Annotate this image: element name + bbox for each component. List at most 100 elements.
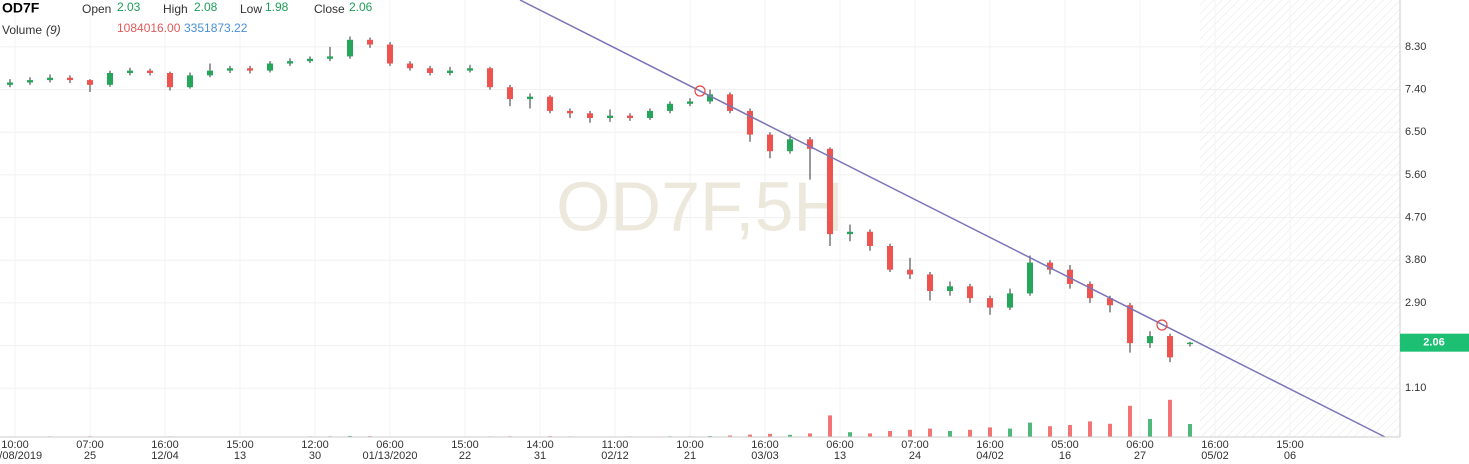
x-tick-label: 15:00 [1276, 439, 1304, 451]
candle-body [607, 115, 613, 119]
candle-body [167, 72, 173, 88]
candle-body [27, 80, 33, 83]
candle-body [787, 139, 793, 152]
candle-body [347, 39, 353, 57]
trend-line[interactable] [519, 0, 1386, 438]
volume-bar [1028, 422, 1032, 437]
volume-bar [1088, 421, 1092, 437]
x-tick-label: 16:00 [151, 439, 179, 451]
candle-body [947, 286, 953, 292]
candle-body [407, 63, 413, 69]
candle-body [1187, 342, 1193, 345]
x-tick-label: 15:00 [451, 439, 479, 451]
candle-body [547, 96, 553, 111]
candle-body [107, 72, 113, 85]
x-tick-date: 11/08/2019 [0, 450, 42, 462]
x-tick-date: 13 [834, 450, 846, 462]
close-label: Close [314, 2, 345, 16]
volume-bar [348, 435, 352, 437]
volume-bar [1188, 423, 1192, 437]
x-tick-label: 07:00 [901, 439, 929, 451]
candle-body [507, 87, 513, 100]
price-box [1400, 333, 1469, 352]
candle-body [907, 269, 913, 275]
x-tick-label: 06:00 [1126, 439, 1154, 451]
candle-body [1167, 336, 1173, 358]
candle-body [467, 68, 473, 71]
volume-bar [788, 434, 792, 437]
y-tick-label: 1.10 [1405, 382, 1426, 394]
volume-bar [1128, 405, 1132, 437]
candle-body [767, 134, 773, 152]
low-value: 1.98 [265, 0, 289, 14]
x-tick-date: 24 [909, 450, 921, 462]
candle-body [367, 39, 373, 45]
volume-bar [1108, 423, 1112, 437]
volume-period: (9) [46, 23, 61, 37]
volume-bar [848, 432, 852, 437]
x-tick-label: 06:00 [826, 439, 854, 451]
x-tick-date: 31 [534, 450, 546, 462]
candle-body [267, 63, 273, 71]
volume-bar [928, 428, 932, 437]
candle-body [687, 101, 693, 104]
trend-anchor[interactable] [694, 85, 706, 97]
candle-body [1087, 283, 1093, 299]
y-tick-label: 2.90 [1405, 297, 1426, 309]
candle-body [1127, 305, 1133, 344]
candle-body [567, 110, 573, 114]
candle-body [47, 77, 53, 81]
x-tick-label: 05:00 [1051, 439, 1079, 451]
candle-body [1147, 336, 1153, 344]
candle-body [1067, 269, 1073, 284]
x-tick-label: 15:00 [226, 439, 254, 451]
candle-body [987, 298, 993, 308]
x-tick-label: 16:00 [751, 439, 779, 451]
candle-body [727, 94, 733, 111]
volume-bar [888, 431, 892, 437]
candle-body [387, 44, 393, 64]
y-tick-label: 5.60 [1405, 169, 1426, 181]
candle-body [747, 110, 753, 135]
x-tick-date: 21 [684, 450, 696, 462]
candle-body [587, 113, 593, 119]
volume-label: Volume [2, 23, 42, 37]
candle-body [67, 77, 73, 81]
symbol: OD7F [2, 0, 40, 16]
y-tick-label: 3.80 [1405, 254, 1426, 266]
candle-body [327, 56, 333, 59]
candle-body [1027, 262, 1033, 294]
x-tick-date: 27 [1134, 450, 1146, 462]
x-tick-label: 12:00 [301, 439, 329, 451]
candle-body [7, 82, 13, 85]
candle-body [307, 58, 313, 62]
labels: 1.102.002.903.804.705.606.507.408.3010:0… [0, 41, 1469, 462]
low-label: Low [240, 2, 262, 16]
trend-anchor[interactable] [1156, 319, 1168, 331]
x-tick-date: 02/12 [601, 450, 629, 462]
volume-bar [828, 415, 832, 437]
y-tick-label: 7.40 [1405, 83, 1426, 95]
candle-body [867, 231, 873, 246]
candle-body [447, 70, 453, 73]
volume-bar [988, 427, 992, 437]
y-tick-label: 6.50 [1405, 126, 1426, 138]
volume-bar [1148, 419, 1152, 437]
candle-body [1107, 298, 1113, 306]
volume-bar [868, 433, 872, 437]
x-tick-label: 10:00 [676, 439, 704, 451]
candle-body [87, 80, 93, 85]
high-value: 2.08 [194, 0, 218, 14]
x-tick-date: 25 [84, 450, 96, 462]
x-tick-date: 12/04 [151, 450, 179, 462]
header: OD7F Open 2.03 High 2.08 Low 1.98 Close … [2, 0, 373, 37]
high-label: High [163, 2, 188, 16]
x-tick-label: 07:00 [76, 439, 104, 451]
volume-bar [768, 433, 772, 437]
future-area [1200, 0, 1400, 437]
watermark: OD7F,5H [556, 167, 844, 245]
volume-bar [1008, 428, 1012, 437]
y-tick-label: 8.30 [1405, 41, 1426, 53]
